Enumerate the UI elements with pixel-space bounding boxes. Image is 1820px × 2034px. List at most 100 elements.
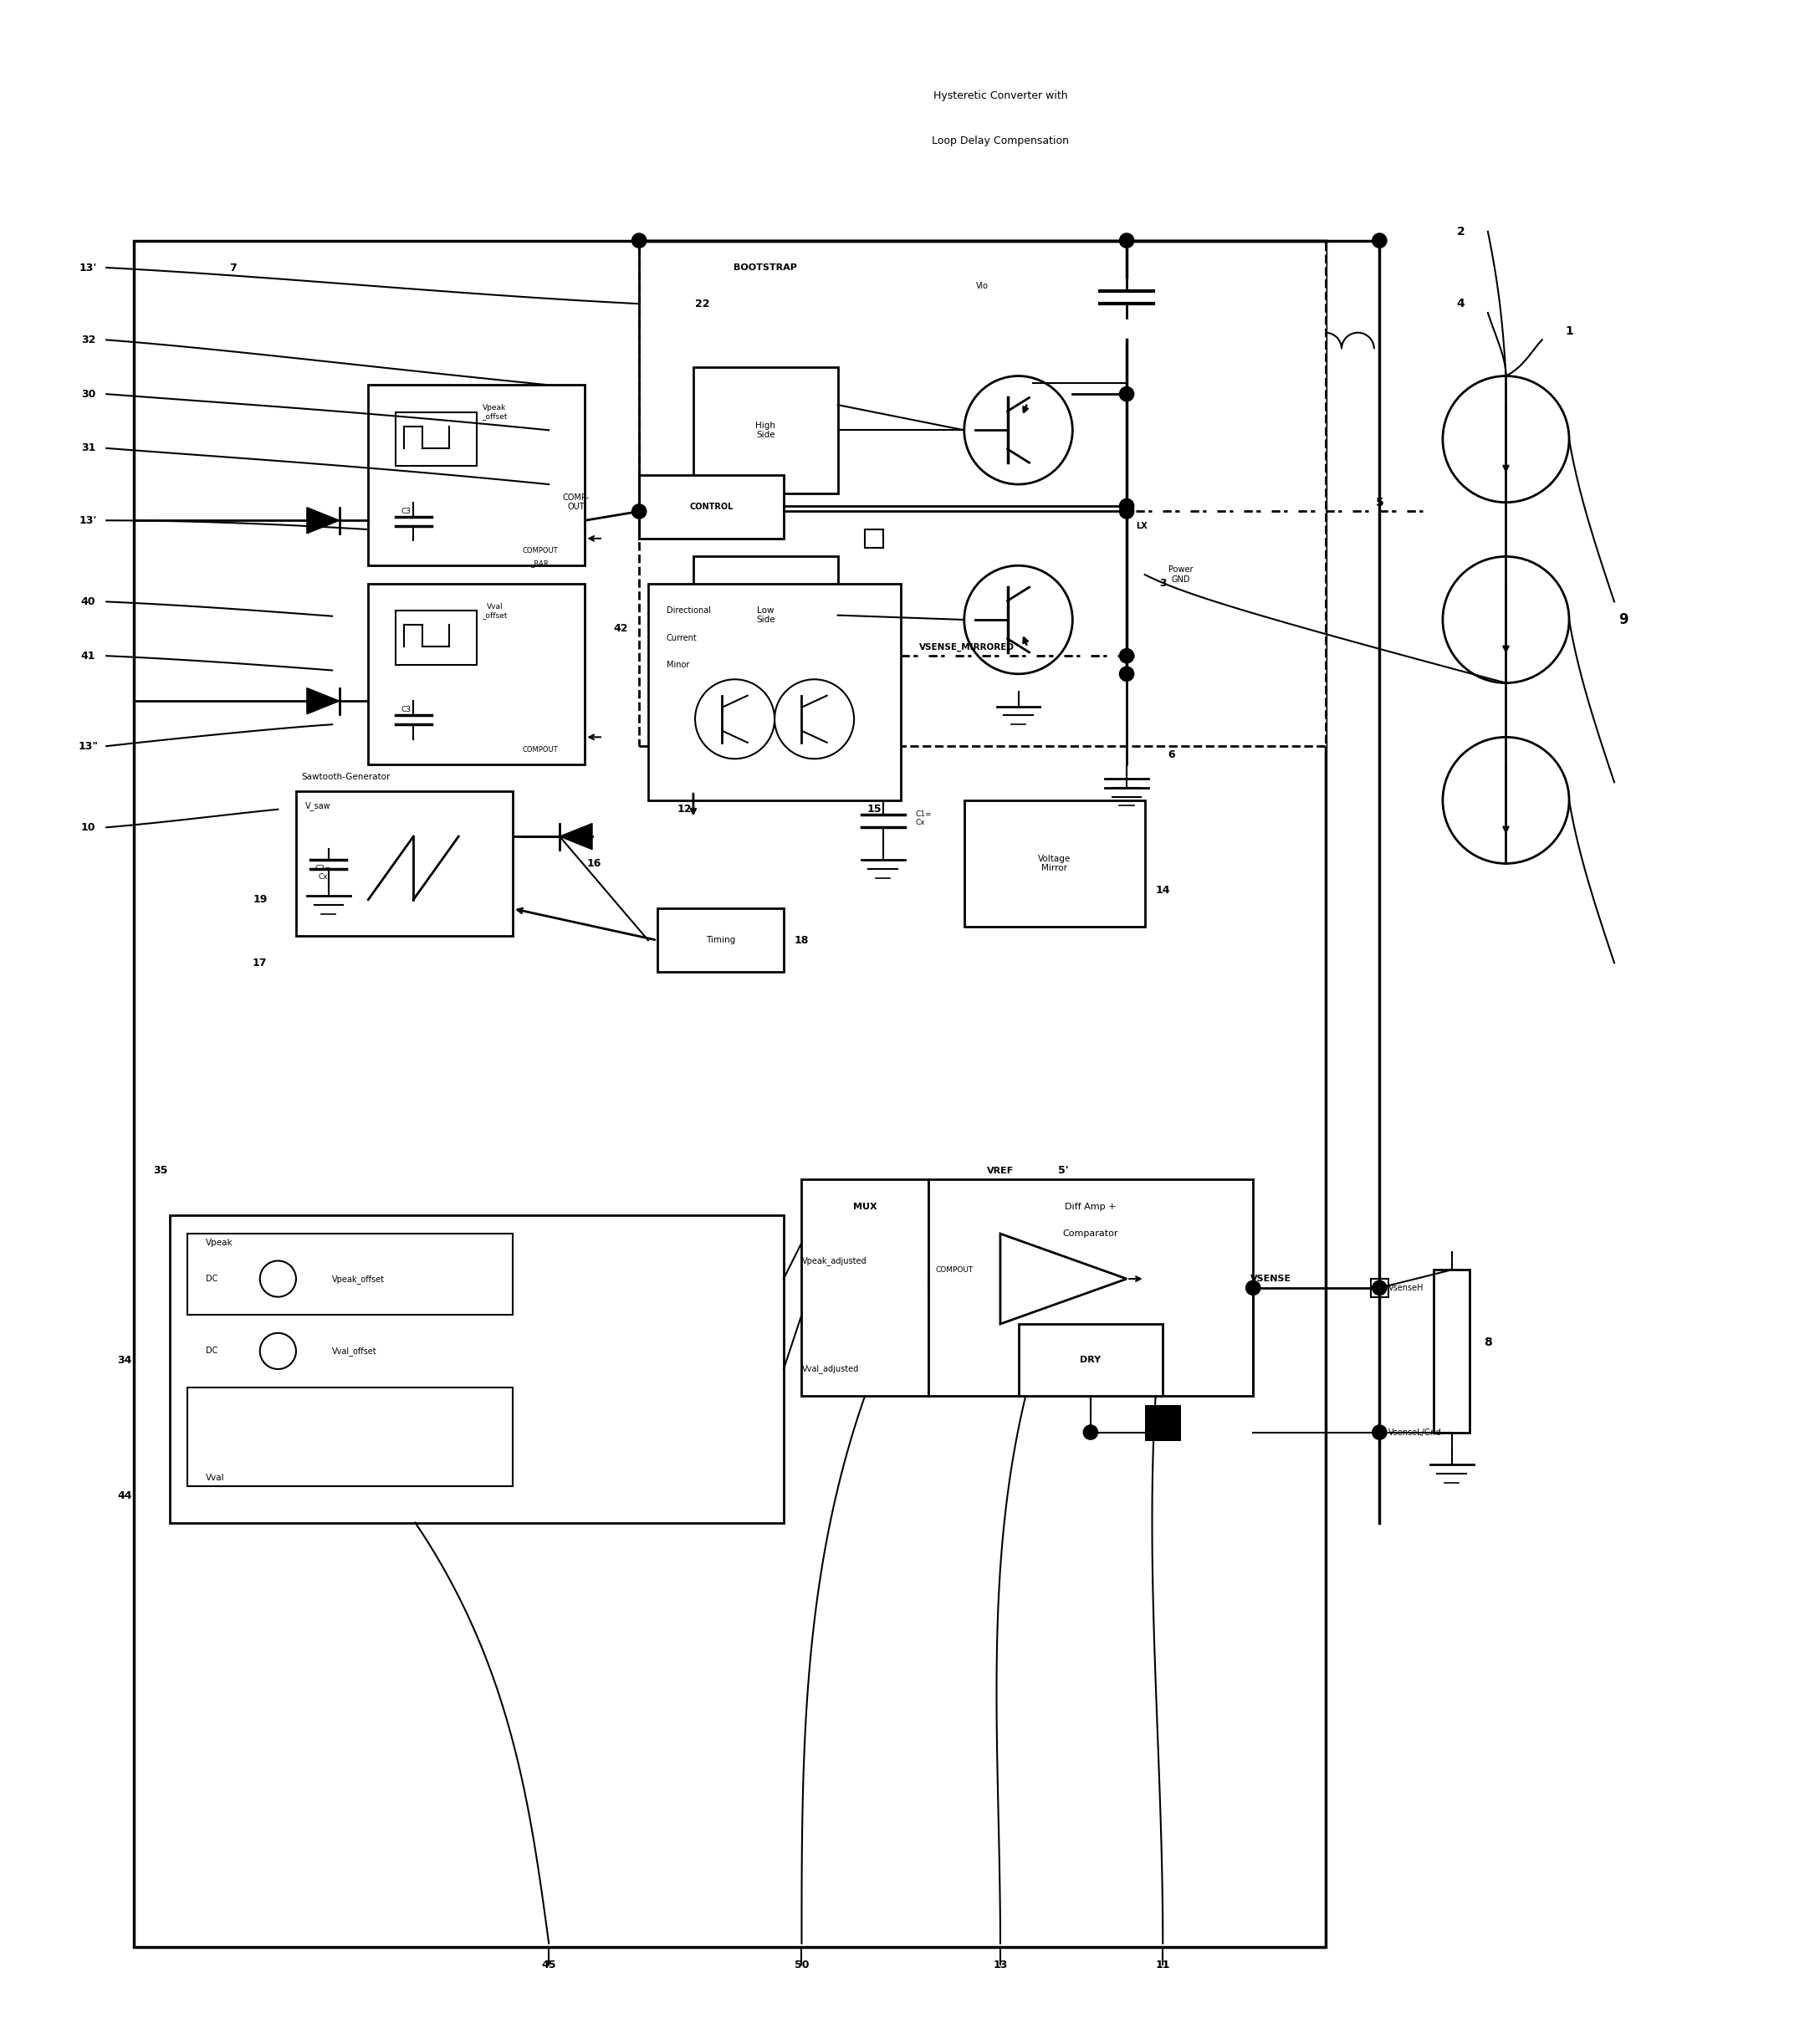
Text: 13': 13'	[80, 515, 96, 527]
Text: 41: 41	[82, 651, 96, 661]
Bar	[928, 1180, 1254, 1395]
Text: 8: 8	[1483, 1336, 1492, 1349]
Bar	[187, 1235, 513, 1314]
Text: LX: LX	[1136, 521, 1147, 531]
Circle shape	[632, 234, 646, 248]
Bar	[639, 476, 784, 539]
Text: Vval_offset: Vval_offset	[331, 1347, 377, 1355]
Circle shape	[1119, 667, 1134, 681]
Text: 44: 44	[116, 1491, 131, 1501]
Text: 7: 7	[229, 262, 237, 273]
Bar	[368, 584, 584, 765]
Bar	[1145, 1405, 1181, 1442]
Text: Current: Current	[666, 635, 697, 643]
Text: Comparator: Comparator	[1063, 1229, 1119, 1239]
Text: 15: 15	[866, 803, 881, 816]
Bar	[1370, 1279, 1389, 1298]
Polygon shape	[561, 824, 592, 850]
Text: 1: 1	[1565, 325, 1572, 338]
Text: DRY: DRY	[1079, 1357, 1101, 1365]
Polygon shape	[308, 506, 339, 533]
Text: 6: 6	[1168, 751, 1176, 761]
Circle shape	[1372, 1426, 1387, 1440]
Bar	[395, 610, 477, 665]
Text: 31: 31	[82, 443, 96, 454]
Bar	[368, 384, 584, 565]
Text: 5: 5	[1376, 496, 1383, 508]
Text: VsenseL/Gnd: VsenseL/Gnd	[1389, 1428, 1441, 1436]
Text: 13': 13'	[80, 262, 96, 273]
Bar	[693, 366, 837, 494]
Text: Minor: Minor	[666, 661, 690, 669]
Text: C2=
Cx: C2= Cx	[315, 864, 331, 881]
Text: 50: 50	[794, 1959, 808, 1971]
Text: 3: 3	[1159, 578, 1167, 590]
Text: Vpeak_adjusted: Vpeak_adjusted	[801, 1257, 866, 1265]
Circle shape	[1372, 234, 1387, 248]
Circle shape	[1119, 649, 1134, 663]
Text: Sawtooth-Generator: Sawtooth-Generator	[302, 773, 391, 781]
Bar	[297, 791, 513, 936]
Text: 34: 34	[116, 1355, 131, 1365]
Circle shape	[1119, 234, 1134, 248]
Text: 32: 32	[82, 334, 96, 346]
Bar	[693, 557, 837, 673]
Circle shape	[1083, 1426, 1097, 1440]
Text: VsenseH: VsenseH	[1389, 1283, 1423, 1292]
Bar	[395, 413, 477, 466]
Text: Vval_adjusted: Vval_adjusted	[801, 1365, 859, 1373]
Text: V_saw: V_saw	[306, 801, 331, 810]
Bar	[657, 909, 784, 972]
Text: 2: 2	[1456, 226, 1465, 238]
Text: C3: C3	[400, 508, 411, 515]
Bar	[133, 240, 1325, 1947]
Circle shape	[1156, 1426, 1170, 1440]
Bar	[1019, 1324, 1163, 1395]
Text: Vval: Vval	[206, 1473, 224, 1481]
Text: 5': 5'	[1057, 1165, 1068, 1176]
Text: COMPOUT: COMPOUT	[522, 547, 557, 555]
Text: DC: DC	[206, 1275, 218, 1283]
Polygon shape	[308, 687, 339, 714]
Text: 22: 22	[695, 299, 710, 309]
Text: Vio: Vio	[976, 281, 988, 291]
Text: VREF: VREF	[986, 1165, 1014, 1176]
Text: 10: 10	[82, 822, 96, 832]
Text: CONTROL: CONTROL	[690, 502, 733, 511]
Text: 42: 42	[613, 622, 628, 635]
Text: Power
GND: Power GND	[1168, 565, 1194, 584]
Text: 18: 18	[794, 936, 808, 946]
Text: Vpeak_offset: Vpeak_offset	[331, 1273, 384, 1283]
Bar	[187, 1387, 513, 1487]
Text: Vval
_offset: Vval _offset	[482, 602, 508, 618]
Text: 35: 35	[153, 1165, 167, 1176]
Bar	[965, 799, 1145, 928]
Text: Directional: Directional	[666, 606, 710, 614]
Text: DC: DC	[206, 1347, 218, 1355]
Circle shape	[1247, 1281, 1259, 1296]
Bar	[801, 1180, 928, 1395]
Text: 14: 14	[1156, 885, 1170, 897]
Text: C3: C3	[400, 706, 411, 714]
Text: 4: 4	[1456, 297, 1465, 309]
Text: Low
Side: Low Side	[755, 606, 775, 624]
Text: 13: 13	[994, 1959, 1008, 1971]
Text: Voltage
Mirror: Voltage Mirror	[1037, 854, 1070, 873]
Circle shape	[632, 504, 646, 519]
Circle shape	[1372, 1281, 1387, 1296]
Circle shape	[1119, 386, 1134, 401]
Text: High
Side: High Side	[755, 421, 775, 439]
Text: COMPOUT: COMPOUT	[522, 746, 557, 753]
Text: Vpeak: Vpeak	[206, 1239, 233, 1247]
Text: COMPOUT: COMPOUT	[935, 1265, 974, 1273]
Text: Diff Amp +: Diff Amp +	[1065, 1202, 1116, 1210]
Bar	[639, 240, 1325, 746]
Text: 12: 12	[677, 803, 692, 816]
Text: Hysteretic Converter with: Hysteretic Converter with	[934, 92, 1068, 102]
Text: 13": 13"	[78, 740, 98, 753]
Bar	[169, 1216, 784, 1523]
Bar	[1434, 1269, 1471, 1432]
Text: 45: 45	[542, 1959, 557, 1971]
Text: BOOTSTRAP: BOOTSTRAP	[733, 264, 797, 273]
Bar	[648, 584, 901, 799]
